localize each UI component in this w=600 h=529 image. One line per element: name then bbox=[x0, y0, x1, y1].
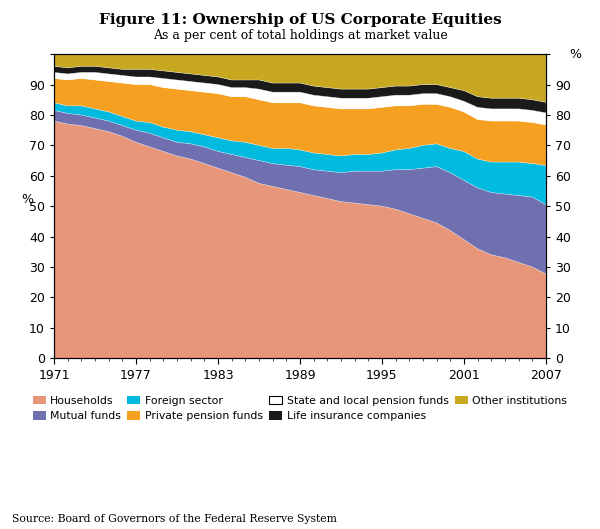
Y-axis label: %: % bbox=[21, 193, 33, 206]
Legend: Households, Mutual funds, Foreign sector, Private pension funds, State and local: Households, Mutual funds, Foreign sector… bbox=[28, 391, 572, 426]
Text: Source: Board of Governors of the Federal Reserve System: Source: Board of Governors of the Federa… bbox=[12, 514, 337, 524]
Y-axis label: %: % bbox=[569, 48, 581, 61]
Text: As a per cent of total holdings at market value: As a per cent of total holdings at marke… bbox=[152, 29, 448, 42]
Text: Figure 11: Ownership of US Corporate Equities: Figure 11: Ownership of US Corporate Equ… bbox=[98, 13, 502, 27]
